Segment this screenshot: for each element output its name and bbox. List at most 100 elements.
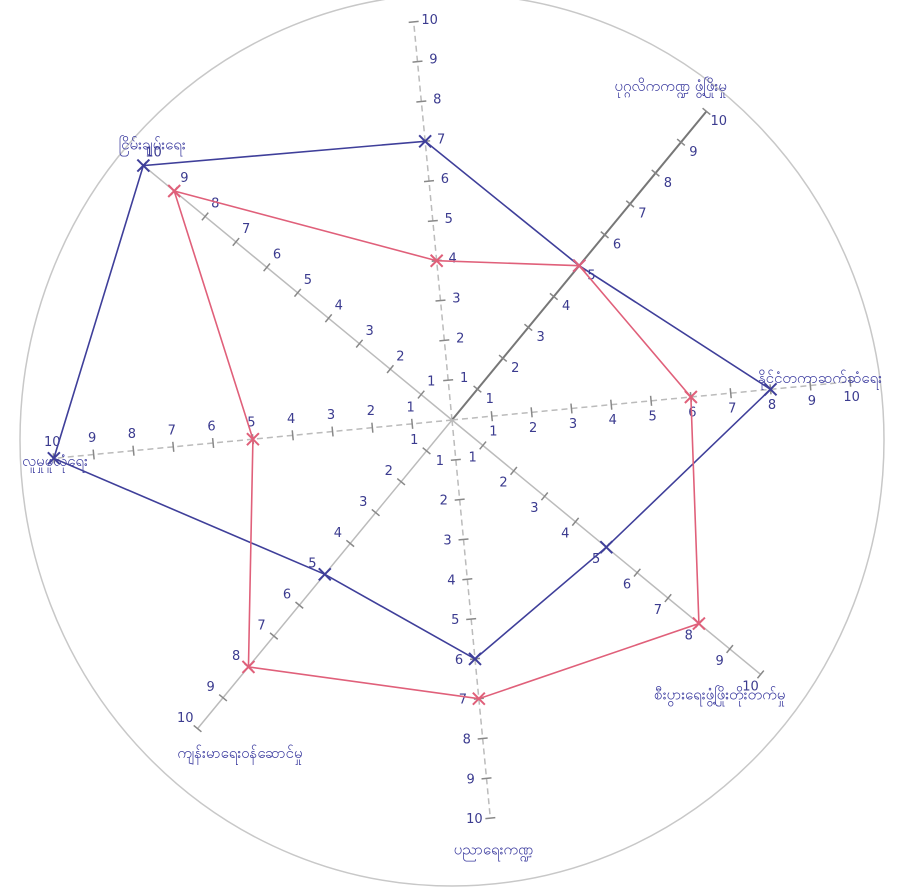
data-point bbox=[47, 451, 61, 466]
tick-mark bbox=[809, 380, 812, 391]
tick-mark bbox=[726, 644, 734, 654]
tick-label: 9 bbox=[207, 680, 215, 695]
data-point bbox=[318, 567, 332, 582]
tick-mark bbox=[371, 508, 381, 517]
tick-mark bbox=[454, 498, 465, 501]
tick-label: 6 bbox=[273, 247, 281, 262]
tick-mark bbox=[386, 364, 395, 374]
tick-mark bbox=[540, 491, 549, 501]
tick-mark bbox=[291, 430, 294, 441]
tick-mark bbox=[756, 670, 765, 679]
tick-label: 8 bbox=[685, 628, 693, 643]
tick-label: 4 bbox=[448, 252, 456, 267]
tick-mark bbox=[450, 458, 461, 462]
tick-label: 1 bbox=[469, 450, 477, 465]
tick-label: 10 bbox=[466, 812, 483, 827]
tick-label: 9 bbox=[689, 145, 697, 160]
tick-label: 10 bbox=[742, 679, 759, 694]
tick-label: 1 bbox=[407, 400, 415, 415]
tick-label: 2 bbox=[511, 361, 519, 376]
tick-label: 6 bbox=[283, 588, 291, 603]
tick-label: 5 bbox=[648, 409, 656, 424]
tick-label: 5 bbox=[451, 613, 459, 628]
tick-label: 6 bbox=[613, 237, 621, 252]
tick-label: 2 bbox=[499, 476, 507, 491]
tick-mark bbox=[263, 263, 271, 272]
data-point bbox=[246, 432, 260, 446]
tick-mark bbox=[633, 568, 641, 577]
tick-label: 2 bbox=[456, 331, 464, 346]
tick-label: 8 bbox=[128, 427, 136, 442]
tick-label: 7 bbox=[728, 402, 736, 417]
tick-mark bbox=[600, 231, 609, 239]
tick-mark bbox=[423, 179, 435, 183]
tick-mark bbox=[435, 299, 446, 302]
data-point bbox=[684, 390, 698, 404]
tick-label: 8 bbox=[211, 197, 219, 212]
tick-mark bbox=[295, 601, 304, 609]
tick-mark bbox=[490, 411, 494, 422]
category-label: ငြိမ်းချမ်းရေး bbox=[119, 136, 186, 157]
tick-mark bbox=[331, 426, 334, 437]
tick-label: 8 bbox=[768, 398, 776, 413]
tick-label: 5 bbox=[247, 416, 255, 431]
tick-mark bbox=[355, 339, 364, 349]
tick-label: 1 bbox=[436, 454, 444, 469]
tick-label: 6 bbox=[455, 653, 463, 668]
tick-label: 5 bbox=[587, 268, 595, 283]
tick-label: 5 bbox=[445, 212, 453, 227]
category-label: နိုင်ငံတကာဆက်ဆံရေး bbox=[758, 369, 882, 390]
tick-mark bbox=[848, 376, 852, 387]
tick-label: 8 bbox=[433, 92, 441, 107]
tick-label: 8 bbox=[664, 176, 672, 191]
tick-mark bbox=[408, 20, 419, 24]
tick-mark bbox=[570, 403, 573, 414]
tick-label: 8 bbox=[463, 733, 471, 748]
tick-label: 7 bbox=[459, 693, 467, 708]
data-point bbox=[692, 616, 706, 631]
tick-mark bbox=[477, 737, 488, 740]
tick-mark bbox=[479, 441, 487, 450]
tick-label: 6 bbox=[688, 405, 696, 420]
tick-mark bbox=[523, 323, 533, 332]
tick-mark bbox=[427, 219, 438, 223]
tick-mark bbox=[412, 60, 423, 63]
tick-label: 2 bbox=[367, 404, 375, 419]
tick-label: 10 bbox=[44, 435, 61, 450]
tick-label: 7 bbox=[257, 618, 265, 633]
tick-mark bbox=[293, 288, 302, 298]
tick-label: 4 bbox=[335, 298, 343, 313]
tick-mark bbox=[651, 169, 660, 177]
tick-label: 2 bbox=[529, 421, 537, 436]
tick-mark bbox=[702, 107, 711, 116]
tick-label: 7 bbox=[242, 222, 250, 237]
tick-mark bbox=[530, 407, 533, 418]
tick-mark bbox=[416, 100, 427, 103]
tick-mark bbox=[485, 816, 496, 820]
tick-label: 10 bbox=[843, 390, 860, 405]
tick-mark bbox=[462, 578, 473, 581]
tick-mark bbox=[232, 237, 240, 247]
category-label: လူမှုဖူလုံရေး bbox=[22, 452, 88, 473]
tick-label: 4 bbox=[562, 299, 570, 314]
tick-label: 10 bbox=[177, 711, 194, 726]
tick-label: 9 bbox=[429, 53, 437, 68]
tick-mark bbox=[649, 395, 653, 406]
tick-mark bbox=[269, 632, 279, 640]
tick-mark bbox=[422, 447, 431, 455]
tick-label: 3 bbox=[530, 501, 538, 516]
tick-mark bbox=[466, 617, 477, 621]
data-point bbox=[167, 184, 181, 198]
tick-mark bbox=[439, 339, 450, 342]
tick-mark bbox=[172, 441, 175, 452]
tick-label: 1 bbox=[427, 375, 435, 390]
tick-label: 1 bbox=[489, 425, 497, 440]
data-point bbox=[472, 692, 486, 706]
data-point bbox=[241, 660, 256, 674]
tick-mark bbox=[345, 539, 355, 548]
tick-mark bbox=[610, 399, 613, 410]
tick-label: 1 bbox=[486, 392, 494, 407]
category-label: ပုဂ္ဂလိကကဏ္ဍ ဖွံ့ဖြိုးမှု bbox=[614, 76, 726, 98]
tick-label: 7 bbox=[654, 603, 662, 618]
